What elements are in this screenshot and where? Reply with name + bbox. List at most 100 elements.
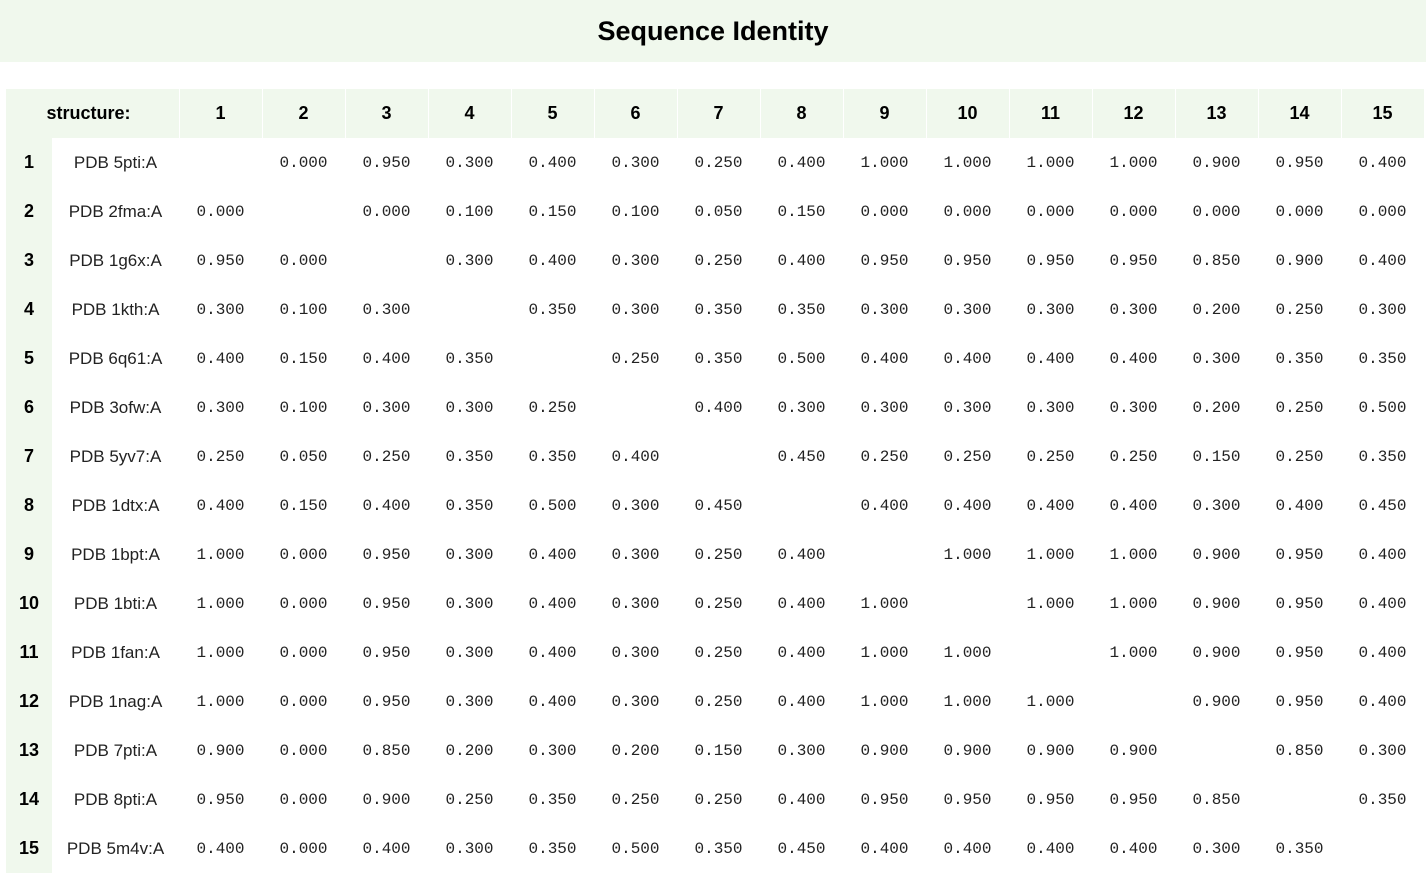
identity-cell: 1.000: [196, 643, 245, 662]
identity-cell: 0.200: [445, 741, 494, 760]
identity-cell: 0.300: [196, 300, 245, 319]
identity-cell: 0.850: [1192, 790, 1241, 809]
identity-cell: 0.950: [1275, 153, 1324, 172]
structure-label: PDB 7pti:A: [73, 740, 158, 760]
identity-cell: [428, 285, 511, 334]
identity-cell: 1.000: [1109, 643, 1158, 662]
table-row: 11 PDB 1fan:A 1.000 0.000 0.950 0.300 0.400 0.3…: [6, 628, 1424, 677]
identity-cell: 0.500: [611, 839, 660, 858]
identity-cell: 0.300: [611, 594, 660, 613]
identity-cell: 0.300: [777, 741, 826, 760]
identity-cell: 0.200: [1192, 300, 1241, 319]
identity-cell: 0.250: [694, 545, 743, 564]
identity-cell: 1.000: [1026, 545, 1075, 564]
identity-cell: 0.400: [1026, 496, 1075, 515]
structure-label: PDB 1bti:A: [73, 593, 158, 613]
identity-cell: 1.000: [860, 153, 909, 172]
identity-cell: 0.000: [279, 545, 328, 564]
column-header: 8: [760, 89, 844, 138]
identity-cell: 0.250: [1275, 447, 1324, 466]
table-row: 15 PDB 5m4v:A 0.400 0.000 0.400 0.300 0.350 0.5…: [6, 824, 1424, 873]
table-row: 4 PDB 1kth:A 0.300 0.100 0.300 0.350 0.300 0.35…: [6, 285, 1424, 334]
identity-cell: 0.300: [445, 692, 494, 711]
identity-cell: 0.400: [1026, 349, 1075, 368]
identity-cell: 0.400: [1358, 545, 1407, 564]
identity-cell: 0.900: [1192, 692, 1241, 711]
structure-label: PDB 2fma:A: [68, 201, 163, 221]
identity-cell: 0.200: [1192, 398, 1241, 417]
identity-cell: 0.250: [694, 692, 743, 711]
identity-cell: 0.300: [943, 398, 992, 417]
identity-cell: 0.950: [1275, 692, 1324, 711]
identity-cell: 0.250: [445, 790, 494, 809]
table-row: 5 PDB 6q61:A 0.400 0.150 0.400 0.350 0.250 0.35…: [6, 334, 1424, 383]
identity-cell: 0.300: [611, 153, 660, 172]
identity-cell: 0.000: [1109, 202, 1158, 221]
identity-cell: 0.900: [1192, 153, 1241, 172]
identity-cell: 0.350: [1358, 447, 1407, 466]
identity-cell: 0.300: [445, 839, 494, 858]
column-header: 9: [843, 89, 927, 138]
identity-cell: 0.300: [445, 643, 494, 662]
identity-cell: 1.000: [860, 692, 909, 711]
column-header: 10: [926, 89, 1010, 138]
identity-cell: 0.250: [694, 153, 743, 172]
structure-header: structure:: [6, 89, 180, 138]
identity-cell: [179, 138, 262, 187]
identity-cell: 0.300: [1109, 300, 1158, 319]
identity-matrix-table: structure: 1 2 3 4 5 6 7 8 9 10 11 12 13 14 15 1 PDB 5p…: [6, 89, 1425, 873]
identity-cell: 0.000: [279, 692, 328, 711]
identity-cell: 0.050: [694, 202, 743, 221]
identity-cell: 0.400: [777, 153, 826, 172]
structure-label: PDB 1dtx:A: [71, 495, 160, 515]
identity-cell: 0.950: [860, 251, 909, 270]
identity-cell: 0.950: [1275, 594, 1324, 613]
identity-cell: 0.400: [777, 643, 826, 662]
identity-cell: 0.250: [196, 447, 245, 466]
identity-cell: 0.300: [943, 300, 992, 319]
table-row: 3 PDB 1g6x:A 0.950 0.000 0.300 0.400 0.300 0.25…: [6, 236, 1424, 285]
identity-cell: 0.000: [362, 202, 411, 221]
identity-cell: 0.300: [362, 300, 411, 319]
identity-cell: [345, 236, 428, 285]
table-row: 8 PDB 1dtx:A 0.400 0.150 0.400 0.350 0.500 0.30…: [6, 481, 1424, 530]
identity-cell: 0.300: [1192, 839, 1241, 858]
identity-cell: 0.400: [1358, 594, 1407, 613]
identity-cell: 1.000: [943, 692, 992, 711]
identity-cell: 0.300: [1192, 496, 1241, 515]
identity-cell: 0.500: [777, 349, 826, 368]
identity-cell: 0.900: [1109, 741, 1158, 760]
table-row: 6 PDB 3ofw:A 0.300 0.100 0.300 0.300 0.250 0.40…: [6, 383, 1424, 432]
identity-cell: 0.400: [777, 790, 826, 809]
identity-cell: 0.500: [528, 496, 577, 515]
identity-cell: 0.400: [528, 545, 577, 564]
identity-cell: 0.000: [279, 790, 328, 809]
identity-cell: 0.950: [196, 251, 245, 270]
identity-cell: 0.350: [694, 300, 743, 319]
identity-cell: 1.000: [1026, 594, 1075, 613]
identity-cell: 0.900: [860, 741, 909, 760]
structure-label: PDB 8pti:A: [73, 789, 158, 809]
identity-cell: [511, 334, 594, 383]
identity-cell: 0.000: [1275, 202, 1324, 221]
identity-cell: 0.000: [279, 839, 328, 858]
identity-cell: 0.200: [611, 741, 660, 760]
identity-cell: 0.300: [445, 545, 494, 564]
identity-cell: 0.300: [611, 300, 660, 319]
identity-cell: 1.000: [943, 643, 992, 662]
identity-cell: 0.250: [694, 251, 743, 270]
identity-cell: 0.300: [611, 545, 660, 564]
identity-cell: 1.000: [860, 594, 909, 613]
structure-label: PDB 5pti:A: [73, 152, 158, 172]
identity-cell: 0.900: [1192, 594, 1241, 613]
identity-cell: 0.500: [1358, 398, 1407, 417]
identity-cell: [1175, 726, 1258, 775]
identity-cell: 1.000: [943, 545, 992, 564]
identity-cell: 1.000: [1026, 153, 1075, 172]
column-header: 6: [594, 89, 678, 138]
identity-cell: 0.350: [1358, 349, 1407, 368]
identity-cell: 0.400: [860, 839, 909, 858]
identity-cell: [926, 579, 1009, 628]
identity-cell: [760, 481, 843, 530]
identity-cell: 0.150: [777, 202, 826, 221]
